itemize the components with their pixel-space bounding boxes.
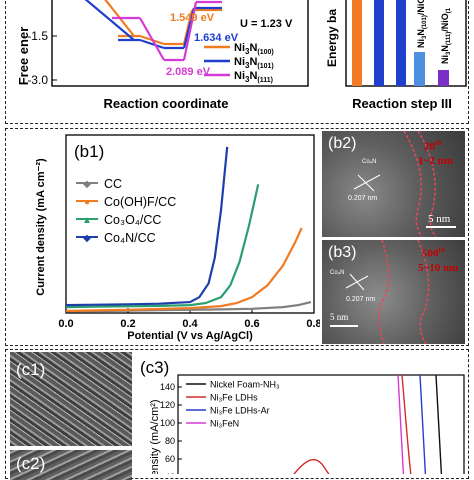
bar-label: Ni3N(101)/NiO(1 — [416, 0, 428, 48]
b1-series-line — [65, 184, 260, 309]
surface-layer-boundary — [378, 240, 390, 344]
bar — [414, 52, 425, 86]
c3-ytick-label: 60 — [165, 454, 175, 464]
c3-series-line — [397, 374, 405, 474]
b1-panel-tag: (b1) — [74, 142, 104, 161]
b3-thickness-label: 5~10 nm — [418, 262, 459, 274]
b1-xtick-label: 0.6 — [244, 318, 259, 330]
panel-a-left-plot-area — [51, 0, 309, 87]
svg-text:Ni3N(111): Ni3N(111) — [234, 70, 273, 84]
legend-item: Ni3N(100) — [204, 42, 274, 56]
c3-legend-label: Ni₃FeN — [210, 419, 239, 429]
c3-ytick-label: 80 — [165, 436, 175, 446]
bar — [352, 0, 362, 86]
annotation-e3: 2.089 eV — [166, 66, 211, 78]
c3-legend-label: Ni₃Fe LDHs-Ar — [210, 406, 270, 416]
b3-panel-tag: (b3) — [328, 244, 357, 261]
c3-ytick-label: 40 — [165, 472, 175, 474]
bar — [396, 0, 406, 86]
b2-cycle-label: 20th — [424, 139, 442, 153]
panel-a-left-ytick: -1.5 — [27, 29, 48, 43]
pathway-ni3n-101 — [84, 0, 222, 50]
bar — [438, 70, 449, 86]
panel-a-left-chart: Free ener -1.5 -3.0 1.549 eV U = 1.23 V … — [16, 0, 309, 111]
annotation-e2: 1.634 eV — [194, 32, 239, 44]
c3-ytick-label: 100 — [160, 418, 175, 428]
b3-cycle-label: 500th — [422, 246, 445, 260]
b1-series-line — [65, 146, 229, 307]
b1-xlabel: Potential (V vs Ag/AgCl) — [127, 330, 253, 342]
legend-item: Ni3N(101) — [204, 56, 274, 70]
panel-a-right-ylabel: Energy ba — [325, 9, 339, 67]
tem-image-b2: (b2) 20th 1~2 nm Co₄N 0.207 nm 5 nm — [322, 131, 465, 237]
b1-legend-label: Co(OH)F/CC — [104, 195, 176, 209]
bar — [374, 0, 384, 86]
b3-spacing-label: 0.207 nm — [346, 296, 376, 303]
b1-legend-marker: ▲ — [82, 215, 92, 226]
lattice-marker — [357, 174, 375, 192]
panel-c3-chart: (c3) density (mA/cm²) 14012010080604020 … — [140, 358, 465, 474]
b1-xtick-label: 0.8 — [306, 318, 320, 330]
surface-layer-boundary — [403, 131, 423, 237]
b1-xtick-label: 0.0 — [58, 318, 73, 330]
panel-b-frame — [5, 128, 469, 346]
panel-a-frame — [5, 0, 469, 124]
b2-scale-label: 5 nm — [428, 213, 451, 225]
b1-legend-label: Co₃O₄/CC — [104, 213, 161, 227]
c3-legend-label: Nickel Foam-NH₃ — [210, 380, 280, 390]
b3-lattice-label: Co₄N — [330, 270, 345, 276]
c3-series-line — [419, 374, 427, 474]
c2-panel-tag: (c2) — [16, 454, 46, 473]
c3-ytick-label: 120 — [160, 400, 175, 410]
b1-legend-marker: ◆ — [83, 179, 91, 190]
panel-a-right-xlabel: Reaction step III — [352, 96, 452, 111]
b1-xtick-label: 0.2 — [120, 318, 135, 330]
panel-a-left-ylabel: Free ener — [16, 27, 31, 86]
b2-spacing-label: 0.207 nm — [348, 195, 378, 202]
b2-panel-tag: (b2) — [328, 135, 357, 152]
b1-legend-marker: ◆ — [83, 233, 91, 244]
c1-panel-tag: (c1) — [16, 360, 46, 379]
svg-text:Ni3N(101): Ni3N(101) — [234, 56, 274, 70]
c3-legend-label: Ni₃Fe LDHs — [210, 393, 258, 403]
legend-item: Ni3N(111) — [204, 70, 273, 84]
lattice-marker — [349, 273, 365, 291]
b3-scale-label: 5 nm — [330, 312, 349, 322]
c3-panel-tag: (c3) — [140, 358, 169, 377]
b2-lattice-label: Co₄N — [362, 159, 377, 165]
lattice-marker — [353, 174, 381, 190]
c3-ylabel: density (mA/cm²) — [149, 399, 161, 474]
b1-legend-label: CC — [104, 177, 122, 191]
pathway-ni3n-111 — [112, 0, 222, 62]
annotation-e1: 1.549 eV — [170, 12, 215, 24]
sem-image-c2: (c2) — [10, 450, 132, 480]
b1-series-line — [65, 227, 303, 313]
panel-b1-chart: Current density (mA cm⁻²) (b1) 0.0 0.2 0.4… — [35, 134, 320, 342]
b1-ylabel: Current density (mA cm⁻²) — [35, 158, 47, 296]
panel-a-left-xlabel: Reaction coordinate — [104, 96, 229, 111]
b2-thickness-label: 1~2 nm — [418, 155, 453, 167]
bar-label: Ni3N(111)/NiO(1 — [440, 7, 452, 64]
annotation-u: U = 1.23 V — [240, 18, 293, 30]
b1-xtick-label: 0.4 — [182, 318, 198, 330]
svg-text:Ni3N(100): Ni3N(100) — [234, 42, 274, 56]
c3-ytick-label: 140 — [160, 382, 175, 392]
panel-a-left-ytick: -3.0 — [27, 73, 48, 87]
b1-legend-label: Co₄N/CC — [104, 231, 156, 245]
tem-image-b3: (b3) 500th 5~10 nm Co₄N 0.207 nm 5 nm — [322, 240, 465, 344]
surface-layer-boundary — [417, 131, 437, 237]
c3-series-line — [293, 374, 412, 474]
b1-legend-marker: ● — [84, 197, 90, 208]
c3-series-line — [435, 374, 443, 474]
surface-layer-boundary — [417, 240, 430, 344]
c3-plot-area — [177, 374, 465, 474]
panel-a-right-chart: Energy ba Ni3N(101)/NiO(1 Ni3N(111)/NiO(… — [325, 0, 467, 111]
sem-image-c1: (c1) — [10, 352, 132, 446]
